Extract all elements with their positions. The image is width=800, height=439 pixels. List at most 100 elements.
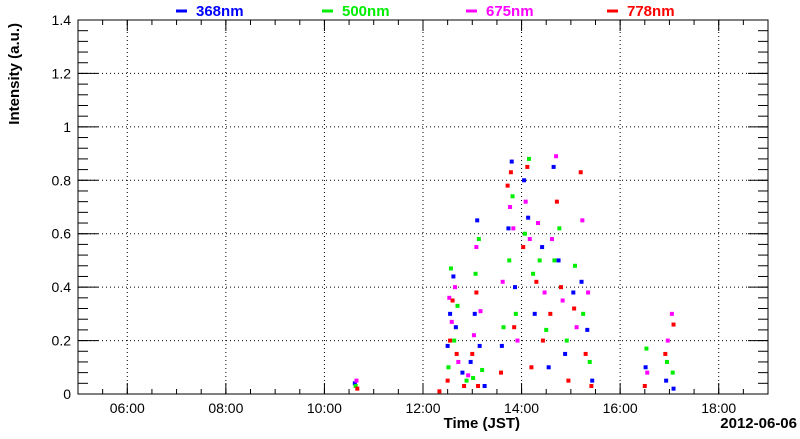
- data-point-500nm: [510, 194, 515, 199]
- data-point-500nm: [476, 237, 481, 242]
- data-point-675nm: [554, 154, 559, 159]
- data-point-778nm: [505, 183, 510, 188]
- data-point-368nm: [540, 245, 545, 250]
- data-point-500nm: [501, 325, 506, 330]
- data-point-368nm: [664, 378, 669, 383]
- data-point-675nm: [515, 338, 520, 343]
- y-tick-label: 0.4: [52, 279, 72, 295]
- data-point-778nm: [559, 285, 563, 290]
- data-point-675nm: [474, 245, 479, 250]
- legend-label-778nm: 778nm: [627, 3, 675, 20]
- data-point-675nm: [449, 319, 454, 324]
- data-point-368nm: [468, 359, 473, 364]
- data-point-778nm: [474, 290, 479, 295]
- data-point-675nm: [453, 285, 458, 290]
- x-tick-label: 10:00: [307, 400, 342, 416]
- x-tick-label: 14:00: [504, 400, 539, 416]
- y-tick-label: 0.6: [52, 226, 72, 242]
- y-tick-label: 1.2: [52, 65, 72, 81]
- data-point-368nm: [563, 351, 568, 356]
- y-tick-label: 0.2: [52, 333, 72, 349]
- data-point-778nm: [445, 378, 450, 383]
- data-point-368nm: [472, 311, 477, 316]
- data-point-368nm: [643, 365, 648, 370]
- data-point-675nm: [586, 290, 591, 295]
- data-point-675nm: [549, 237, 554, 242]
- data-point-500nm: [452, 338, 457, 343]
- data-point-675nm: [456, 359, 461, 364]
- data-point-675nm: [580, 218, 585, 223]
- data-point-778nm: [462, 383, 467, 388]
- data-point-675nm: [574, 325, 579, 330]
- data-point-778nm: [508, 170, 513, 175]
- x-tick-label: 06:00: [110, 400, 145, 416]
- data-point-778nm: [499, 370, 504, 375]
- data-point-778nm: [437, 389, 442, 394]
- y-tick-label: 1: [63, 119, 71, 135]
- data-point-778nm: [476, 383, 481, 388]
- data-point-675nm: [508, 205, 513, 209]
- data-point-500nm: [587, 359, 592, 364]
- data-point-675nm: [560, 298, 565, 303]
- data-point-500nm: [513, 311, 518, 316]
- data-point-368nm: [506, 226, 511, 231]
- data-point-368nm: [482, 383, 487, 388]
- data-point-778nm: [450, 298, 455, 303]
- data-point-368nm: [445, 343, 450, 348]
- data-point-675nm: [542, 290, 547, 295]
- data-point-675nm: [511, 226, 516, 231]
- data-point-500nm: [446, 365, 451, 370]
- data-point-778nm: [525, 164, 530, 169]
- data-point-500nm: [664, 359, 669, 364]
- data-point-500nm: [526, 156, 531, 161]
- data-point-500nm: [473, 271, 478, 276]
- data-point-368nm: [571, 290, 576, 295]
- x-axis-label: Time (JST): [444, 415, 520, 432]
- data-point-778nm: [529, 365, 534, 370]
- data-point-778nm: [534, 279, 539, 284]
- data-point-368nm: [551, 164, 556, 169]
- data-point-500nm: [644, 346, 649, 351]
- data-point-675nm: [500, 279, 505, 284]
- points-layer: [352, 154, 676, 394]
- data-point-368nm: [526, 215, 531, 220]
- data-point-500nm: [464, 378, 469, 383]
- data-point-500nm: [353, 383, 358, 388]
- data-point-368nm: [585, 327, 590, 332]
- y-tick-label: 0: [63, 386, 71, 402]
- data-point-368nm: [522, 178, 527, 183]
- data-point-675nm: [645, 370, 650, 375]
- data-point-368nm: [546, 365, 551, 370]
- legend: 368nm 500nm 675nm 778nm: [176, 3, 675, 20]
- data-point-675nm: [447, 295, 452, 300]
- data-point-500nm: [581, 311, 586, 316]
- y-tick-label: 0.8: [52, 172, 72, 188]
- legend-label-368nm: 368nm: [196, 3, 244, 20]
- data-point-675nm: [478, 309, 483, 314]
- data-point-778nm: [578, 170, 583, 175]
- data-point-778nm: [454, 351, 459, 356]
- x-tick-label: 12:00: [405, 400, 440, 416]
- data-point-778nm: [583, 351, 588, 356]
- data-point-500nm: [448, 266, 453, 271]
- data-point-675nm: [354, 378, 359, 383]
- data-point-368nm: [475, 218, 480, 223]
- data-point-778nm: [470, 351, 475, 356]
- data-point-500nm: [480, 367, 485, 372]
- data-point-368nm: [509, 159, 514, 164]
- data-point-778nm: [572, 306, 577, 311]
- ticks-layer: 06:00 08:00 10:00 12:00 14:00 16:00 18:00 0 0.2 0…: [52, 12, 769, 416]
- data-point-500nm: [507, 258, 512, 263]
- x-tick-label: 18:00: [701, 400, 736, 416]
- data-point-368nm: [579, 279, 584, 284]
- grid-layer: [78, 19, 768, 395]
- data-point-500nm: [455, 303, 460, 308]
- data-point-368nm: [556, 258, 561, 263]
- data-point-778nm: [512, 325, 517, 330]
- data-point-368nm: [352, 381, 357, 386]
- date-label: 2012-06-06: [720, 415, 797, 432]
- data-point-368nm: [453, 325, 458, 330]
- data-point-778nm: [642, 383, 647, 388]
- data-point-500nm: [537, 258, 542, 263]
